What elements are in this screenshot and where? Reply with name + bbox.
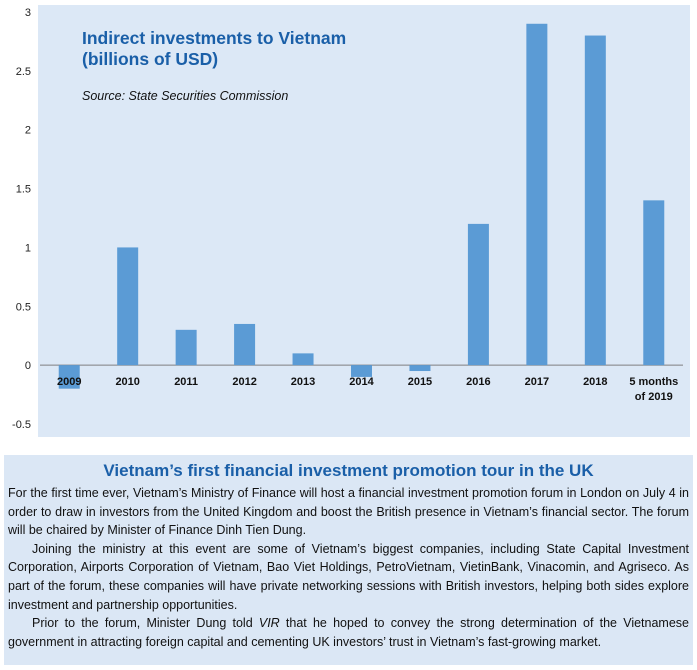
chart-source: Source: State Securities Commission — [82, 89, 289, 103]
x-tick-label: 2010 — [115, 376, 139, 388]
article-paragraph-2: Joining the ministry at this event are s… — [8, 541, 689, 612]
x-tick-label: 2013 — [291, 376, 315, 388]
y-tick-label: 1.5 — [16, 184, 31, 196]
chart-subtitle-line: (billions of USD) — [82, 49, 219, 69]
bar — [175, 329, 197, 366]
x-tick-label: 2012 — [232, 376, 256, 388]
x-tick-label: 2017 — [525, 376, 549, 388]
y-tick-label: 3 — [25, 7, 31, 19]
article-box: Vietnam’s first financial investment pro… — [4, 455, 693, 665]
bar — [584, 35, 606, 366]
vir-emphasis: VIR — [258, 616, 280, 631]
x-tick-label: 2011 — [174, 376, 198, 388]
y-tick-label: 1 — [25, 242, 31, 254]
x-tick-label: 2016 — [466, 376, 490, 388]
x-tick-label: 2018 — [583, 376, 607, 388]
bar — [292, 353, 314, 366]
bar — [117, 247, 139, 366]
bars — [58, 23, 665, 389]
y-tick-label: 0 — [25, 360, 31, 372]
y-axis: 3 2.5 2 1.5 1 0.5 0 -0.5 — [12, 7, 31, 431]
bar — [467, 223, 489, 366]
bar-chart: 32.521.510.50-0.5 2009 2010 2011 2012 2013 20… — [12, 5, 690, 437]
x-axis: 2009 2010 2011 2012 2013 2014 2015 2016 2017 2018… — [57, 376, 678, 403]
y-tick-label: 2 — [25, 125, 31, 137]
x-tick-label: 2009 — [57, 376, 81, 388]
article-paragraph-1: For the first time ever, Vietnam’s Minis… — [8, 486, 689, 538]
x-tick-label: 5 months of 2019 — [629, 376, 678, 403]
x-tick-label: 2014 — [349, 376, 374, 388]
article-paragraph-3: Prior to the forum, Minister Dung told V… — [8, 614, 689, 651]
y-tick-label: 2.5 — [16, 66, 31, 78]
article-paragraph-3-start: Prior to the forum, Minister Dung told — [32, 616, 259, 631]
bar — [58, 365, 80, 389]
bar — [234, 323, 256, 366]
article-paragraph-3-end: that he hoped to convey the strong deter… — [8, 616, 689, 649]
chart-title: Indirect investments to Vietnam (billion… — [82, 28, 346, 70]
bar — [351, 365, 372, 377]
article-heading: Vietnam’s first financial investment pro… — [103, 461, 594, 480]
chart-title-line: Indirect investments to Vietnam — [82, 28, 347, 48]
x-tick-label: 2015 — [408, 376, 432, 388]
chart-panel: 3 2.5 2 1.5 1 0.5 0 -0.5 2009 2010 2011 2012 2013 20… — [12, 5, 690, 437]
bar — [526, 23, 548, 366]
y-tick-label: 0.5 — [16, 301, 31, 313]
bar — [643, 200, 665, 366]
y-tick-label: -0.5 — [12, 419, 31, 431]
bar — [409, 365, 431, 372]
